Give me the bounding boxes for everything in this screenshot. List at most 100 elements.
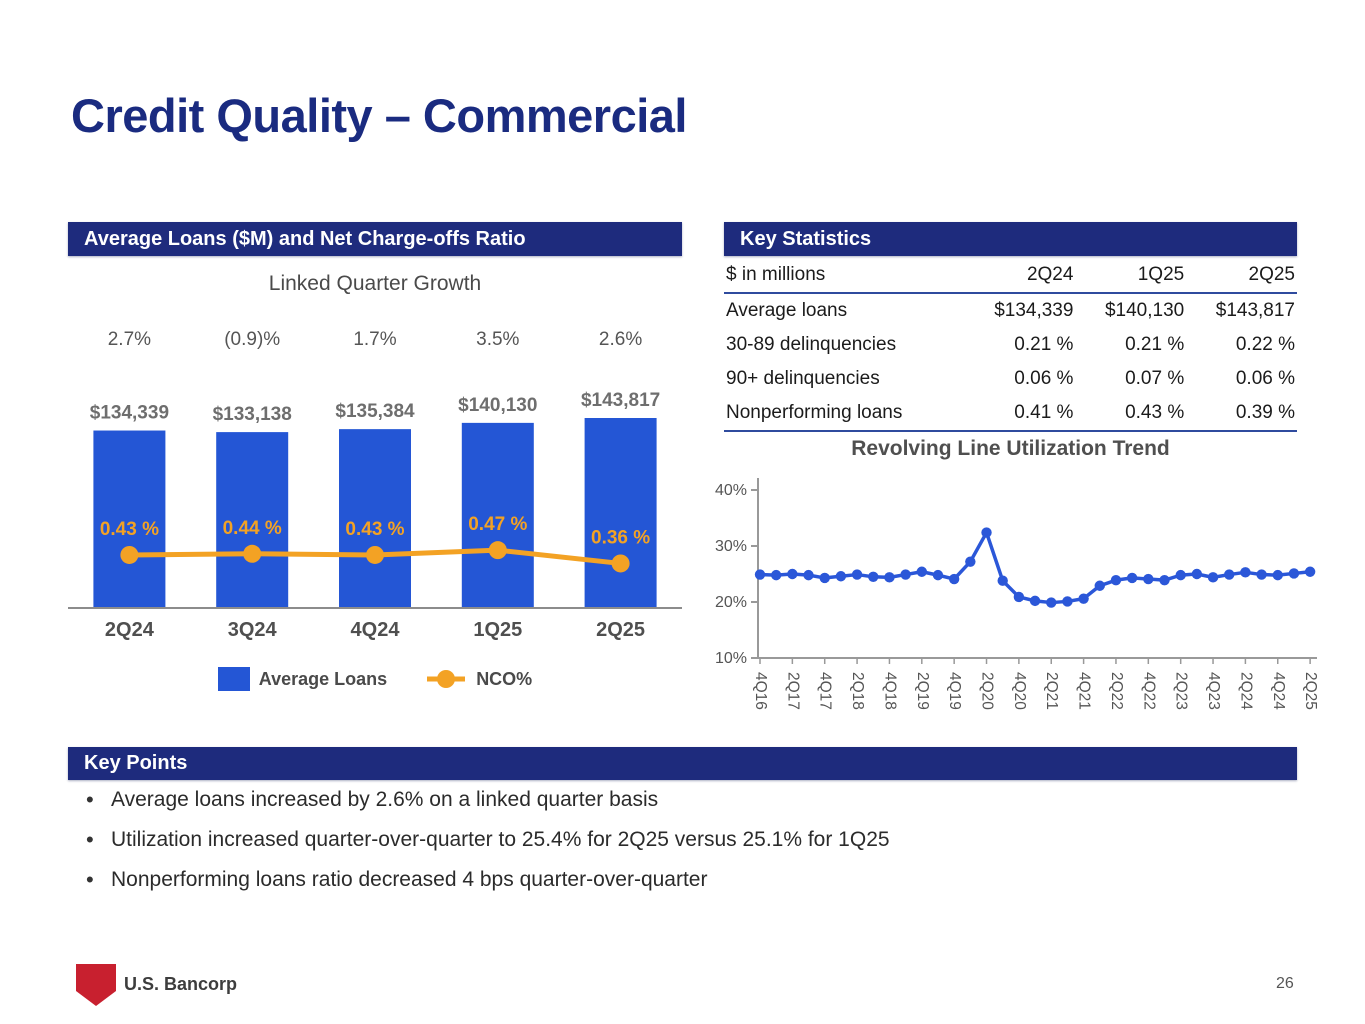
table-row: 90+ delinquencies 0.06 % 0.07 % 0.06 %	[724, 362, 1297, 396]
bar-chart-subtitle: Linked Quarter Growth	[268, 272, 482, 295]
table-cell: 0.22 %	[1235, 334, 1295, 355]
utilization-data-point	[916, 566, 927, 577]
growth-label: 2.6%	[598, 329, 643, 350]
utilization-data-point	[770, 569, 782, 581]
utilization-data-point	[1272, 569, 1283, 581]
x-axis-label: 2Q18	[849, 672, 866, 710]
revolving-line-utilization-chart: 40% 30% 20% 10% 4Q16 2Q17 4Q17 2Q18 4Q18 2Q19 4Q19…	[715, 478, 1319, 710]
utilization-data-point	[1191, 568, 1203, 580]
average-loans-swatch-icon	[217, 667, 250, 691]
table-row: 30-89 delinquencies 0.21 % 0.21 % 0.22 %	[724, 328, 1297, 362]
x-axis-label: 4Q17	[817, 672, 834, 710]
key-point-item: Average loans increased by 2.6% on a lin…	[84, 787, 1264, 813]
x-axis-label: 4Q24	[1270, 672, 1287, 710]
key-statistics-table-wrap: $ in millions 2Q24 1Q25 2Q25 Average loans $1…	[724, 258, 1297, 432]
table-cell: 0.43 %	[1075, 396, 1187, 432]
utilization-data-point	[868, 571, 879, 582]
bar-value-label: $143,817	[581, 390, 660, 411]
utilization-data-point	[1062, 596, 1073, 607]
table-cell: 0.06 %	[1235, 368, 1295, 389]
key-statistics-table: $ in millions 2Q24 1Q25 2Q25 Average loans $1…	[724, 258, 1297, 432]
bar-value-label: $140,130	[458, 395, 537, 416]
page-title: Credit Quality – Commercial	[71, 89, 687, 142]
table-cell: 0.07 %	[1125, 368, 1185, 389]
page-number: 26	[1276, 975, 1294, 992]
key-statistics-header: Key Statistics	[724, 222, 1297, 256]
average-loans-nco-chart: $134,339 2Q24 $133,138 3Q24 $135,384 4Q24 $140…	[68, 390, 682, 641]
table-header-cell: 2Q24	[964, 258, 1076, 294]
average-loans-bar	[93, 430, 166, 608]
x-axis-label: 2Q19	[914, 672, 931, 710]
x-axis-label: 4Q23	[1205, 672, 1222, 710]
growth-label: 3.5%	[476, 329, 520, 350]
utilization-data-point	[932, 569, 944, 581]
table-header-cell: $ in millions	[724, 258, 965, 294]
average-loans-bar	[461, 422, 534, 608]
x-axis-label: 4Q18	[881, 672, 898, 710]
x-axis-label: 2Q20	[979, 672, 996, 710]
utilization-data-point	[787, 568, 798, 580]
utilization-data-point	[981, 527, 992, 538]
table-header-cell: 1Q25	[1075, 258, 1187, 294]
nco-value-label: 0.47 %	[468, 514, 527, 535]
key-point-item: Nonperforming loans ratio decreased 4 bp…	[84, 867, 1264, 893]
utilization-data-point	[1304, 566, 1316, 577]
nco-data-point	[243, 544, 262, 563]
x-axis-label: 4Q22	[1140, 672, 1157, 710]
utilization-line	[758, 530, 1312, 605]
key-point-item: Utilization increased quarter-over-quart…	[84, 827, 1264, 853]
x-axis-label: 2Q22	[1108, 672, 1125, 710]
x-axis-label: 2Q24	[1237, 672, 1254, 710]
utilization-data-point	[851, 569, 863, 580]
table-cell: 0.21 %	[1014, 334, 1074, 355]
utilization-data-point	[1013, 591, 1025, 603]
growth-label: 1.7%	[353, 329, 397, 350]
bar-value-label: $135,384	[335, 401, 415, 422]
utilization-data-point	[1288, 568, 1300, 579]
left-panel-header: Average Loans ($M) and Net Charge-offs R…	[68, 222, 682, 256]
utilization-data-point	[1175, 569, 1186, 581]
key-points-header: Key Points	[68, 747, 1297, 780]
utilization-data-point	[997, 575, 1008, 586]
brand-name: U.S. Bancorp	[124, 974, 238, 994]
table-cell: 30-89 delinquencies	[726, 334, 897, 355]
x-axis-label: 4Q21	[1076, 672, 1093, 710]
nco-data-point	[120, 545, 139, 564]
linked-quarter-growth-row: 2.7% (0.9)% 1.7% 3.5% 2.6%	[68, 329, 682, 351]
utilization-chart-title: Revolving Line Utilization Trend	[851, 437, 1170, 460]
table-row: Nonperforming loans 0.41 % 0.43 % 0.39 %	[724, 396, 1297, 432]
bar-chart-legend: Average Loans NCO%	[68, 662, 682, 696]
utilization-data-point	[1094, 580, 1105, 591]
utilization-data-point	[948, 573, 960, 585]
average-loans-bar	[216, 432, 289, 608]
nco-data-point	[488, 541, 507, 560]
utilization-data-point	[754, 569, 766, 580]
x-axis-label: 2Q17	[784, 672, 801, 710]
legend-label-nco: NCO%	[476, 668, 533, 689]
table-cell: 0.06 %	[1014, 368, 1074, 389]
bar-value-label: $134,339	[90, 403, 169, 424]
bar-x-axis-label: 4Q24	[351, 619, 401, 641]
nco-value-label: 0.44 %	[223, 518, 282, 539]
table-cell: 0.39 %	[1186, 396, 1297, 432]
nco-marker-icon	[427, 670, 466, 688]
nco-value-label: 0.43 %	[345, 519, 404, 540]
utilization-data-point	[1143, 573, 1154, 585]
x-axis-label: 2Q25	[1302, 672, 1319, 710]
growth-label: (0.9)%	[224, 329, 281, 350]
growth-label: 2.7%	[107, 329, 152, 350]
x-axis-label: 2Q21	[1043, 672, 1060, 710]
y-axis-label: 30%	[715, 538, 747, 555]
x-axis-label: 4Q20	[1011, 672, 1028, 710]
utilization-data-point	[1240, 567, 1251, 578]
legend-label-average-loans: Average Loans	[258, 668, 388, 689]
y-axis-label: 40%	[715, 482, 747, 499]
nco-data-point	[611, 554, 630, 573]
utilization-data-point	[1224, 569, 1235, 580]
utilization-data-point	[835, 571, 847, 582]
nco-value-label: 0.36 %	[591, 527, 650, 548]
nco-value-label: 0.43 %	[100, 519, 159, 540]
bar-x-axis-label: 3Q24	[228, 619, 278, 641]
utilization-data-point	[819, 572, 830, 584]
